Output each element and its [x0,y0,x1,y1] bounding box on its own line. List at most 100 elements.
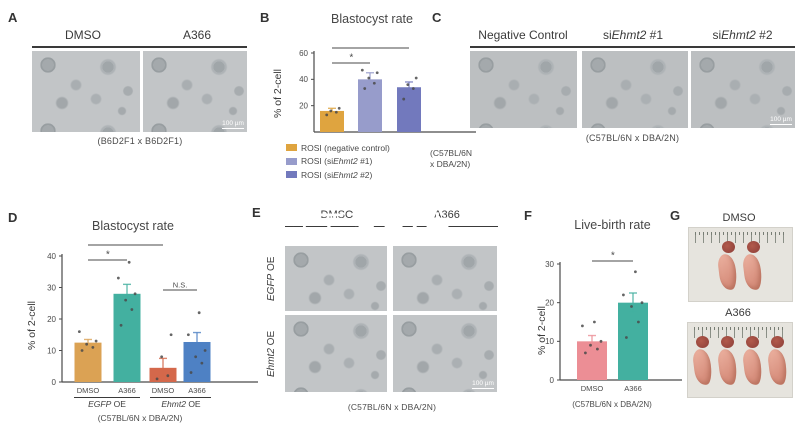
data-point [334,110,338,114]
legend-item: ROSI (negative control) [286,141,390,155]
tspan: * [106,250,111,261]
scale-bar: 100 µm [222,120,244,129]
data-point [200,361,204,365]
data-point [360,68,364,72]
data-point [91,345,95,349]
panel-e-caption: (C57BL/6N x DBA/2N) [347,402,437,412]
data-point [203,349,207,352]
data-point [596,347,599,351]
data-point [402,97,406,101]
data-point [94,339,98,343]
tspan: 0 [52,378,57,387]
panel-e-label-dmso: DMSO [320,209,354,221]
tspan: A366 [188,386,206,395]
ruler [695,232,786,243]
micrograph-a-dmso [32,51,140,132]
x-tick-label: A366 [624,384,642,393]
data-point [80,349,84,352]
panel-d-group1-underline [74,397,140,398]
fetus [741,336,763,386]
tspan: * [349,53,354,64]
placenta [771,336,784,348]
data-point [589,343,592,347]
pup-group-a366 [688,336,792,386]
micrograph-c-siehmt2-2: 100 µm [691,51,795,128]
tspan: DMSO [77,386,100,395]
tspan: 20 [545,298,554,307]
data-point [189,371,193,374]
micrograph-e-ehmt2-dmso [285,315,387,392]
panel-d-letter: D [8,210,18,225]
panel-g-label-dmso: DMSO [722,212,756,224]
data-point [630,305,633,308]
y-tick-label: 40 [299,75,308,84]
panel-d-caption: (C57BL/6N x DBA/2N) [97,413,183,423]
tspan: A366 [624,384,642,393]
panel-a-label-dmso: DMSO [65,28,101,42]
tspan: 30 [545,260,554,269]
tspan: 30 [47,283,56,292]
y-tick-label: 0 [550,376,555,385]
panel-c-label-si2: siEhmt2 #2 [712,28,773,42]
panel-g-label-a366: A366 [725,307,751,319]
tspan: DMSO [581,384,604,393]
tspan: 20 [299,101,308,110]
data-point [127,260,131,264]
data-point [124,298,128,302]
x-tick-label: A366 [188,386,206,395]
data-point [414,76,418,80]
legend-item: ROSI (siEhmt2 #1) [286,155,390,169]
sig-label: * [349,53,354,64]
y-tick-label: 10 [545,337,554,346]
tspan: 0 [550,376,555,385]
tspan: 20 [47,315,56,324]
data-point [622,293,625,297]
legend-label: ROSI (negative control) [301,142,390,153]
data-point [581,324,584,328]
panel-a-label-a366: A366 [182,28,212,42]
panel-c-label-si1: siEhmt2 #1 [602,28,664,42]
panel-a-letter: A [8,10,18,25]
panel-g-letter: G [670,208,681,223]
tspan: N.S. [173,281,188,290]
photo-g-dmso [688,227,793,302]
y-tick-label: 20 [545,298,554,307]
data-point [411,87,415,90]
y-tick-label: 20 [47,315,56,324]
panel-b-letter: B [260,10,270,25]
data-point [640,301,644,305]
scale-bar: 100 µm [770,115,792,125]
data-point [372,81,376,85]
data-point [599,339,603,343]
bar [358,79,382,132]
micrograph-c-siehmt2-1 [582,51,688,128]
data-point [406,83,410,86]
data-point [169,333,173,337]
legend-label: ROSI (siEhmt2 #1) [301,156,373,167]
panel-e-label-a366: A366 [434,209,460,221]
data-point [584,351,587,355]
sig-label: * [106,250,111,261]
panel-a-caption: (B6D2F1 x B6D2F1) [97,136,183,146]
placenta [696,336,709,348]
y-tick-label: 30 [545,260,554,269]
data-point [637,320,640,324]
y-tick-label: 40 [47,252,56,261]
panel-f-letter: F [524,208,532,223]
panel-e-header-rule [285,226,498,227]
strain-line2: x DBA/2N) [430,159,471,169]
panel-f-chart: 0 10 20 30 DMSO A366 * [545,251,682,393]
panel-d-group2-underline [150,397,211,398]
panel-c-letter: C [432,10,442,25]
legend-label: ROSI (siEhmt2 #2) [301,169,373,180]
y-tick-label: 30 [47,283,56,292]
y-tick-label: 10 [47,346,56,355]
scale-bar-label: 100 µm [770,115,792,123]
data-point [119,323,123,327]
data-point [155,377,159,381]
fetus [716,241,739,291]
pup-body [741,348,763,386]
tspan: A366 [118,386,136,395]
tspan: 60 [299,49,308,58]
panel-e-row-label-ehmt2: Ehmt2 OE [266,330,277,377]
